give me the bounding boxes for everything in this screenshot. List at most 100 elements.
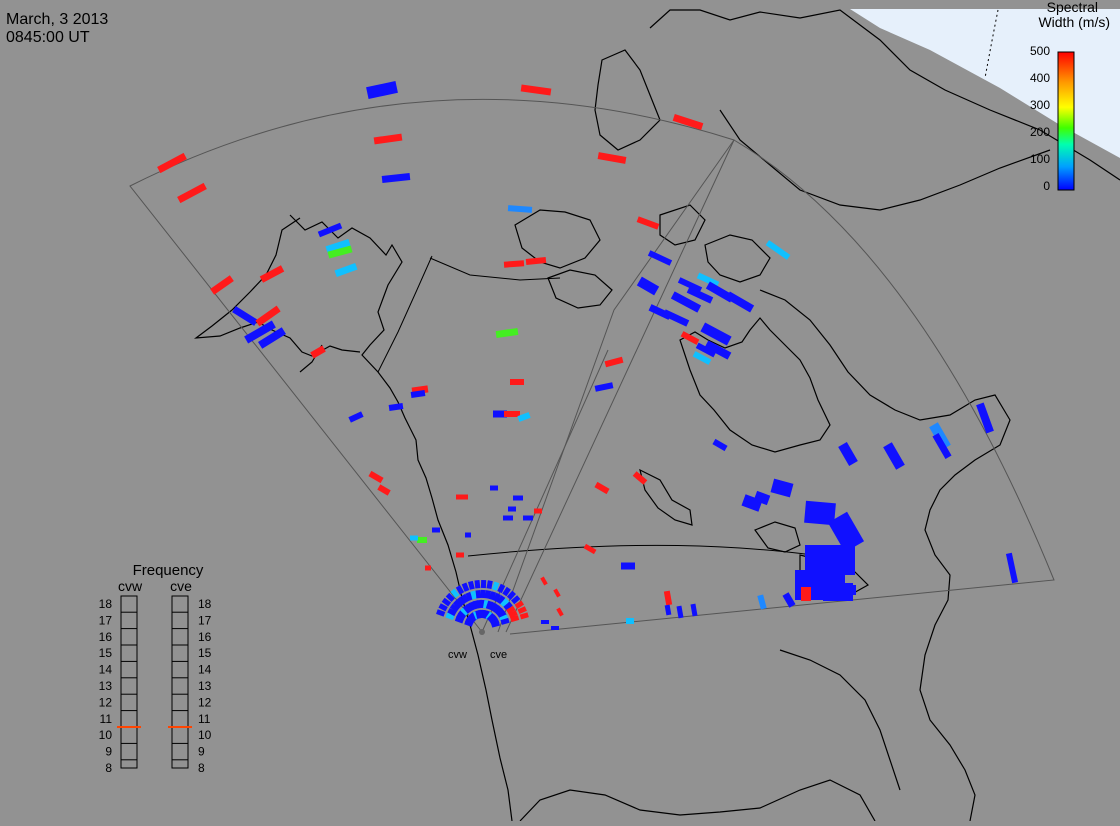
echo-cell xyxy=(663,590,673,606)
echo-cell xyxy=(449,603,460,613)
echo-cell xyxy=(492,592,501,603)
echo-cell xyxy=(497,583,506,594)
freq-scale-label-l: 13 xyxy=(99,679,113,693)
freq-radar-label-cve: cve xyxy=(170,578,192,594)
echo-cell xyxy=(457,609,468,619)
freq-scale-label-l: 17 xyxy=(99,613,113,627)
echo-cell xyxy=(932,432,952,460)
echo-cell xyxy=(495,608,506,618)
echo-cell xyxy=(503,260,525,268)
freq-scale-label-l: 10 xyxy=(99,728,113,742)
echo-cell xyxy=(534,508,542,514)
echo-cell xyxy=(604,356,624,368)
echo-cell xyxy=(317,222,343,238)
echo-cell xyxy=(460,593,470,604)
echo-cell xyxy=(258,327,286,349)
echo-cell xyxy=(517,412,531,422)
freq-scale-label-r: 10 xyxy=(198,728,212,742)
echo-cell xyxy=(507,205,533,213)
echo-cell xyxy=(480,579,487,589)
echo-cell xyxy=(417,537,427,543)
echo-cell xyxy=(467,580,475,590)
freq-scale-label-l: 12 xyxy=(99,695,113,709)
echo-cell xyxy=(259,265,285,283)
freq-scale-label-r: 12 xyxy=(198,695,212,709)
legend-tick-500: 500 xyxy=(1030,44,1050,58)
freq-scale-label-r: 18 xyxy=(198,597,212,611)
echo-cell xyxy=(508,610,518,619)
echo-cell xyxy=(157,152,187,174)
echo-cell xyxy=(491,581,500,591)
freq-scale-label-r: 13 xyxy=(198,679,212,693)
echo-cell xyxy=(244,320,276,344)
echo-cell xyxy=(677,277,703,293)
echo-cell xyxy=(480,589,486,599)
echo-cell xyxy=(465,591,474,602)
echo-cell xyxy=(432,527,440,533)
freq-scale-label-l: 14 xyxy=(99,663,113,677)
echo-cell xyxy=(827,511,865,553)
echo-patches xyxy=(157,81,1019,630)
echo-cell xyxy=(551,626,559,630)
echo-cell xyxy=(310,345,326,359)
frequency-title: Frequency xyxy=(133,562,204,579)
echo-cell xyxy=(680,331,700,345)
echo-cell xyxy=(493,605,503,615)
echo-cell xyxy=(490,620,500,628)
echo-cell xyxy=(366,81,398,99)
echo-cell xyxy=(348,411,364,423)
echo-cell xyxy=(470,590,478,600)
echo-cell xyxy=(621,562,635,570)
echo-cell xyxy=(670,291,702,313)
echo-cell xyxy=(517,606,527,615)
echo-cell xyxy=(632,471,648,485)
sea-ice-region xyxy=(850,9,1120,158)
echo-cell xyxy=(334,262,358,278)
legend-tick-100: 100 xyxy=(1030,152,1050,166)
echo-cell xyxy=(597,152,627,164)
freq-scale-label-l: 16 xyxy=(99,630,113,644)
echo-cell xyxy=(662,309,690,327)
echo-cell xyxy=(514,600,525,609)
echo-cell xyxy=(441,597,452,607)
echo-cell xyxy=(976,402,994,434)
echo-cell xyxy=(456,612,466,621)
echo-cell xyxy=(553,588,561,598)
frequency-panel: Frequency cvw cve 18 18 17 17 16 16 15 15 14 14 13… xyxy=(99,562,212,775)
echo-cell xyxy=(840,585,856,595)
echo-cell xyxy=(491,603,500,613)
echo-cell xyxy=(465,532,471,538)
echo-cell xyxy=(496,595,506,605)
echo-cell xyxy=(765,240,791,260)
echo-cell xyxy=(556,607,564,617)
echo-cell xyxy=(500,598,510,608)
freq-column-cvw xyxy=(120,595,138,769)
echo-cell xyxy=(686,286,714,304)
echo-cell xyxy=(636,276,660,296)
legend-title-line2: Width (m/s) xyxy=(1038,14,1110,30)
echo-cell xyxy=(770,478,794,498)
echo-cell xyxy=(474,580,481,589)
echo-cell xyxy=(456,552,464,558)
echo-cell xyxy=(519,612,529,620)
legend-tick-200: 200 xyxy=(1030,125,1050,139)
echo-cell xyxy=(388,403,404,411)
echo-cell xyxy=(782,592,796,608)
echo-cell xyxy=(696,272,720,288)
echo-cell xyxy=(676,605,684,619)
echo-cell xyxy=(447,607,457,617)
echo-cell xyxy=(801,587,811,601)
echo-cell xyxy=(484,590,492,599)
echo-cell xyxy=(493,410,507,418)
echo-cell xyxy=(636,216,660,230)
echo-cell xyxy=(506,590,516,600)
freq-scale-label-l: 11 xyxy=(100,712,113,726)
freq-scale-label-l: 8 xyxy=(105,761,112,775)
echo-cell xyxy=(753,490,771,506)
echo-cell xyxy=(327,245,353,259)
echo-cell xyxy=(700,322,732,346)
echo-cell xyxy=(381,173,411,183)
echo-cell xyxy=(503,515,513,521)
